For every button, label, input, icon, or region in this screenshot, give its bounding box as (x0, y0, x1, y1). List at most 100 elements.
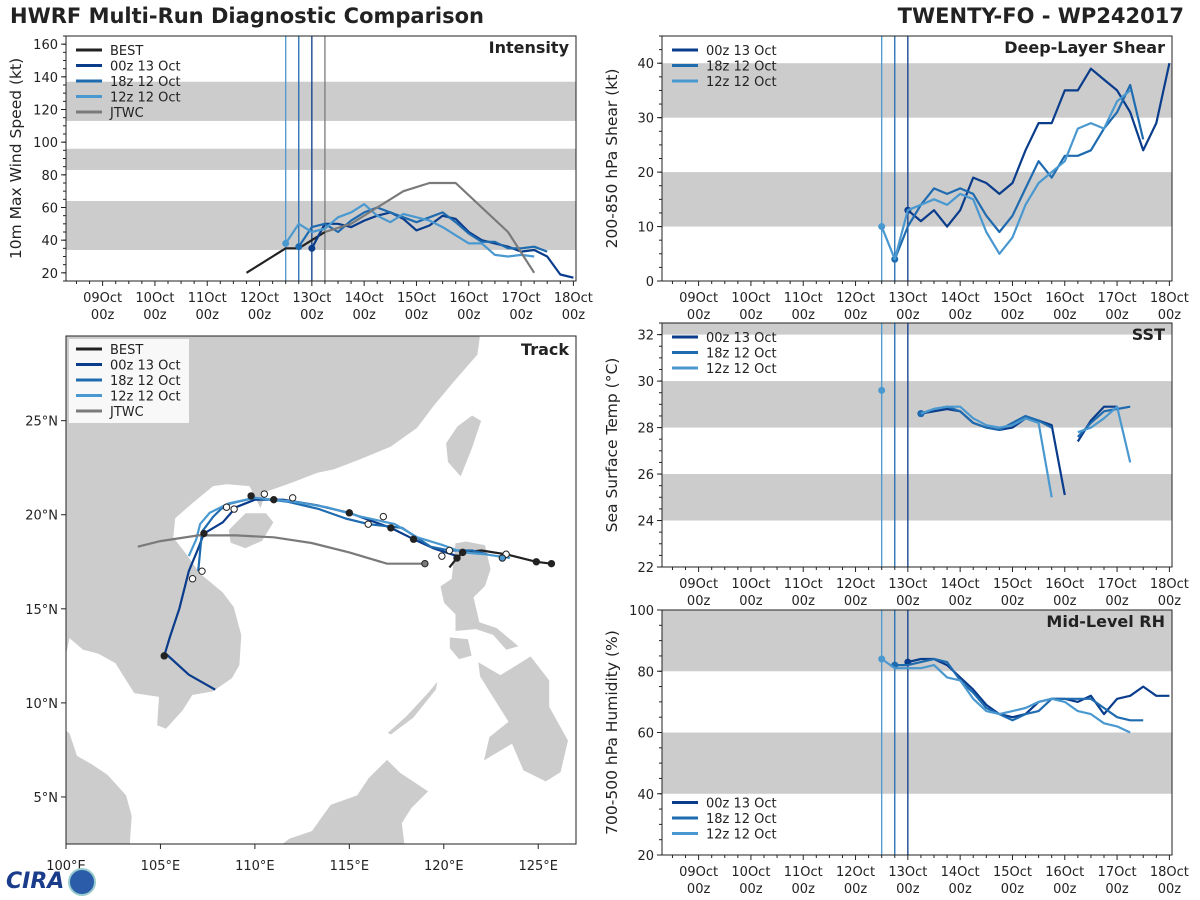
track-position-marker (409, 535, 418, 543)
x-tick-label-hour: 00z (687, 594, 711, 609)
track-position-marker (438, 552, 446, 560)
panel-sst: 22 24 26 28 30 32 09Oct 00z 10Oct 00z 11Oct 00z 12Oc… (603, 322, 1189, 609)
x-tick-label-day: 11Oct (784, 865, 823, 880)
y-tick-label: 40 (637, 57, 654, 72)
land-visayas-mindanao (477, 655, 569, 783)
legend-label: JTWC (109, 106, 144, 121)
y-tick-label: 40 (41, 234, 58, 249)
x-tick-label-hour: 00z (1105, 594, 1129, 609)
latitude-label: 20°N (25, 509, 58, 524)
x-tick-label-day: 10Oct (731, 577, 770, 592)
track-position-marker (160, 652, 168, 660)
x-tick-label-hour: 00z (844, 594, 868, 609)
x-tick-label-hour: 00z (844, 308, 868, 323)
panel-title: Mid-Level RH (1046, 612, 1165, 631)
y-tick-label: 30 (637, 375, 654, 390)
y-tick-label: 60 (41, 202, 58, 217)
x-tick-label-day: 15Oct (397, 291, 436, 306)
panel-title: Track (521, 340, 569, 359)
latitude-label: 5°N (34, 791, 59, 806)
track-position-marker (498, 554, 507, 562)
track-position-marker (222, 503, 231, 511)
x-tick-label-hour: 00z (739, 308, 763, 323)
y-tick-label: 30 (637, 112, 654, 127)
track-position-marker (270, 495, 278, 504)
x-tick-label-hour: 00z (405, 308, 429, 323)
track-line-12z-12-oct (187, 496, 511, 560)
storm-id-title: TWENTY-FO - WP242017 (897, 4, 1184, 28)
panel-frame (661, 322, 1173, 568)
x-tick-label-hour: 00z (1158, 594, 1182, 609)
panel-frame (65, 335, 577, 845)
x-tick-label-hour: 00z (1158, 882, 1182, 897)
x-tick-label-hour: 00z (1158, 308, 1182, 323)
x-tick-label-hour: 00z (509, 308, 533, 323)
legend-label: 12z 12 Oct (706, 362, 777, 377)
legend-label: 18z 12 Oct (110, 75, 181, 90)
plot-area (66, 36, 576, 281)
x-tick-label-day: 13Oct (888, 577, 927, 592)
y-tick-label: 80 (41, 169, 58, 184)
x-tick-label-hour: 00z (248, 308, 272, 323)
x-tick-label-hour: 00z (1105, 308, 1129, 323)
plot-area (662, 610, 1172, 855)
x-tick-label-day: 12Oct (836, 865, 875, 880)
x-tick-label-hour: 00z (948, 882, 972, 897)
panel-title: SST (1132, 325, 1165, 344)
series-start-marker (295, 243, 303, 251)
land-mindoro (449, 636, 473, 661)
legend-label: 12z 12 Oct (706, 75, 777, 90)
shaded-band (662, 63, 1172, 118)
x-tick-label-day: 16Oct (1045, 291, 1084, 306)
panel-shear: 0 10 20 30 40 09Oct 00z 10Oct 00z 11Oct 00z 12Oct 00… (603, 35, 1189, 323)
longitude-label: 105°E (141, 859, 181, 874)
track-position-marker (188, 575, 197, 583)
plot-area (662, 323, 1172, 567)
x-tick-label-day: 16Oct (1045, 577, 1084, 592)
x-tick-label-hour: 00z (562, 308, 586, 323)
x-tick-label-day: 15Oct (993, 577, 1032, 592)
land-luzon (439, 540, 521, 651)
x-tick-label-day: 15Oct (993, 865, 1032, 880)
x-tick-label-day: 18Oct (1150, 865, 1189, 880)
y-tick-label: 100 (629, 604, 654, 619)
y-tick-label: 100 (33, 136, 58, 151)
y-tick-label: 24 (637, 515, 654, 530)
legend-label: 18z 12 Oct (706, 60, 777, 75)
track-position-marker (547, 559, 556, 568)
shaded-band (66, 81, 576, 121)
track-position-marker (198, 567, 206, 575)
track-position-marker (421, 559, 429, 568)
x-tick-label-day: 14Oct (941, 291, 980, 306)
legend-label: 00z 13 Oct (706, 797, 777, 812)
series-line-18z-12-oct (893, 83, 1145, 260)
track-position-marker (230, 505, 238, 513)
y-axis-label: 200-850 hPa Shear (kt) (603, 69, 621, 249)
series-start-marker (282, 239, 290, 247)
x-tick-label-day: 18Oct (1150, 577, 1189, 592)
x-tick-label-hour: 00z (1001, 594, 1025, 609)
panel-title: Intensity (489, 38, 570, 57)
x-tick-label-day: 09Oct (679, 865, 718, 880)
cira-globe-icon (68, 868, 97, 896)
legend-label: 00z 13 Oct (706, 331, 777, 346)
shaded-band (662, 474, 1172, 521)
x-tick-label-hour: 00z (792, 308, 816, 323)
series-start-marker (878, 386, 886, 394)
x-tick-label-hour: 00z (792, 594, 816, 609)
y-tick-label: 22 (637, 561, 654, 576)
x-tick-label-hour: 00z (1053, 594, 1077, 609)
x-tick-label-day: 14Oct (941, 577, 980, 592)
x-tick-label-hour: 00z (196, 308, 220, 323)
land-palawan (386, 680, 439, 736)
land-borneo (281, 758, 430, 844)
longitude-label: 120°E (424, 859, 464, 874)
track-line-18z-12-oct (197, 496, 488, 572)
x-tick-label-day: 09Oct (679, 577, 718, 592)
y-tick-label: 28 (637, 422, 654, 437)
x-tick-label-hour: 00z (896, 594, 920, 609)
x-tick-label-day: 13Oct (888, 291, 927, 306)
y-tick-label: 160 (33, 38, 58, 53)
x-tick-label-day: 18Oct (1150, 291, 1189, 306)
x-tick-label-day: 15Oct (993, 291, 1032, 306)
